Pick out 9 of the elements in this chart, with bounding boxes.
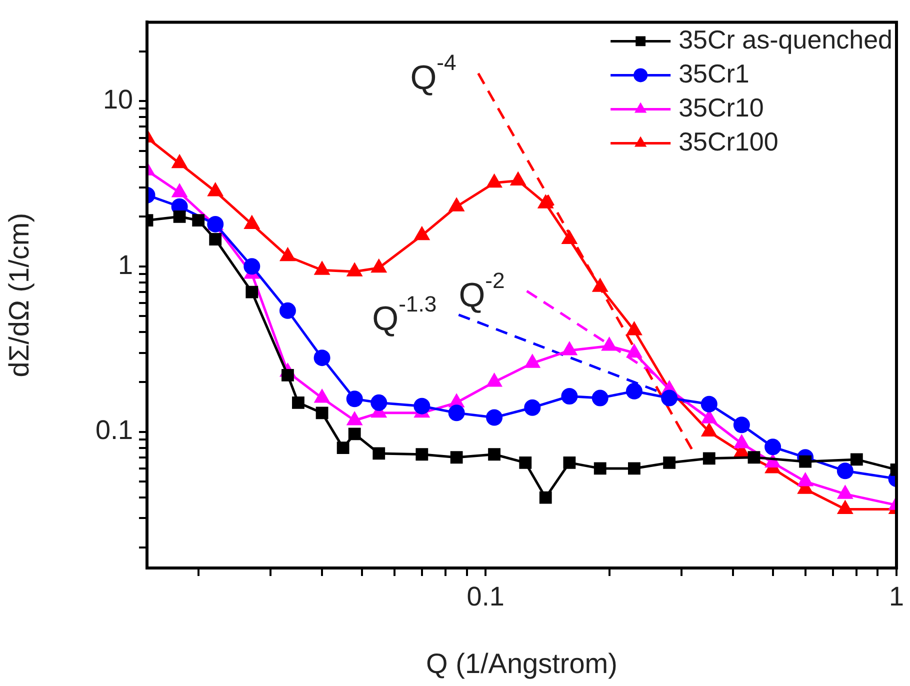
legend-label: 35Cr as-quenched: [678, 24, 892, 54]
legend-label: 35Cr10: [678, 92, 764, 122]
legend-label: 35Cr1: [678, 58, 750, 88]
y-tick-label: 1: [118, 250, 133, 280]
y-tick-label: 0.1: [95, 415, 133, 446]
legend-label: 35Cr100: [678, 126, 778, 156]
y-axis-title: dΣ/dΩ (1/cm): [4, 212, 35, 378]
y-tick-label: 10: [102, 84, 133, 115]
x-axis-title: Q (1/Angstrom): [426, 648, 618, 679]
